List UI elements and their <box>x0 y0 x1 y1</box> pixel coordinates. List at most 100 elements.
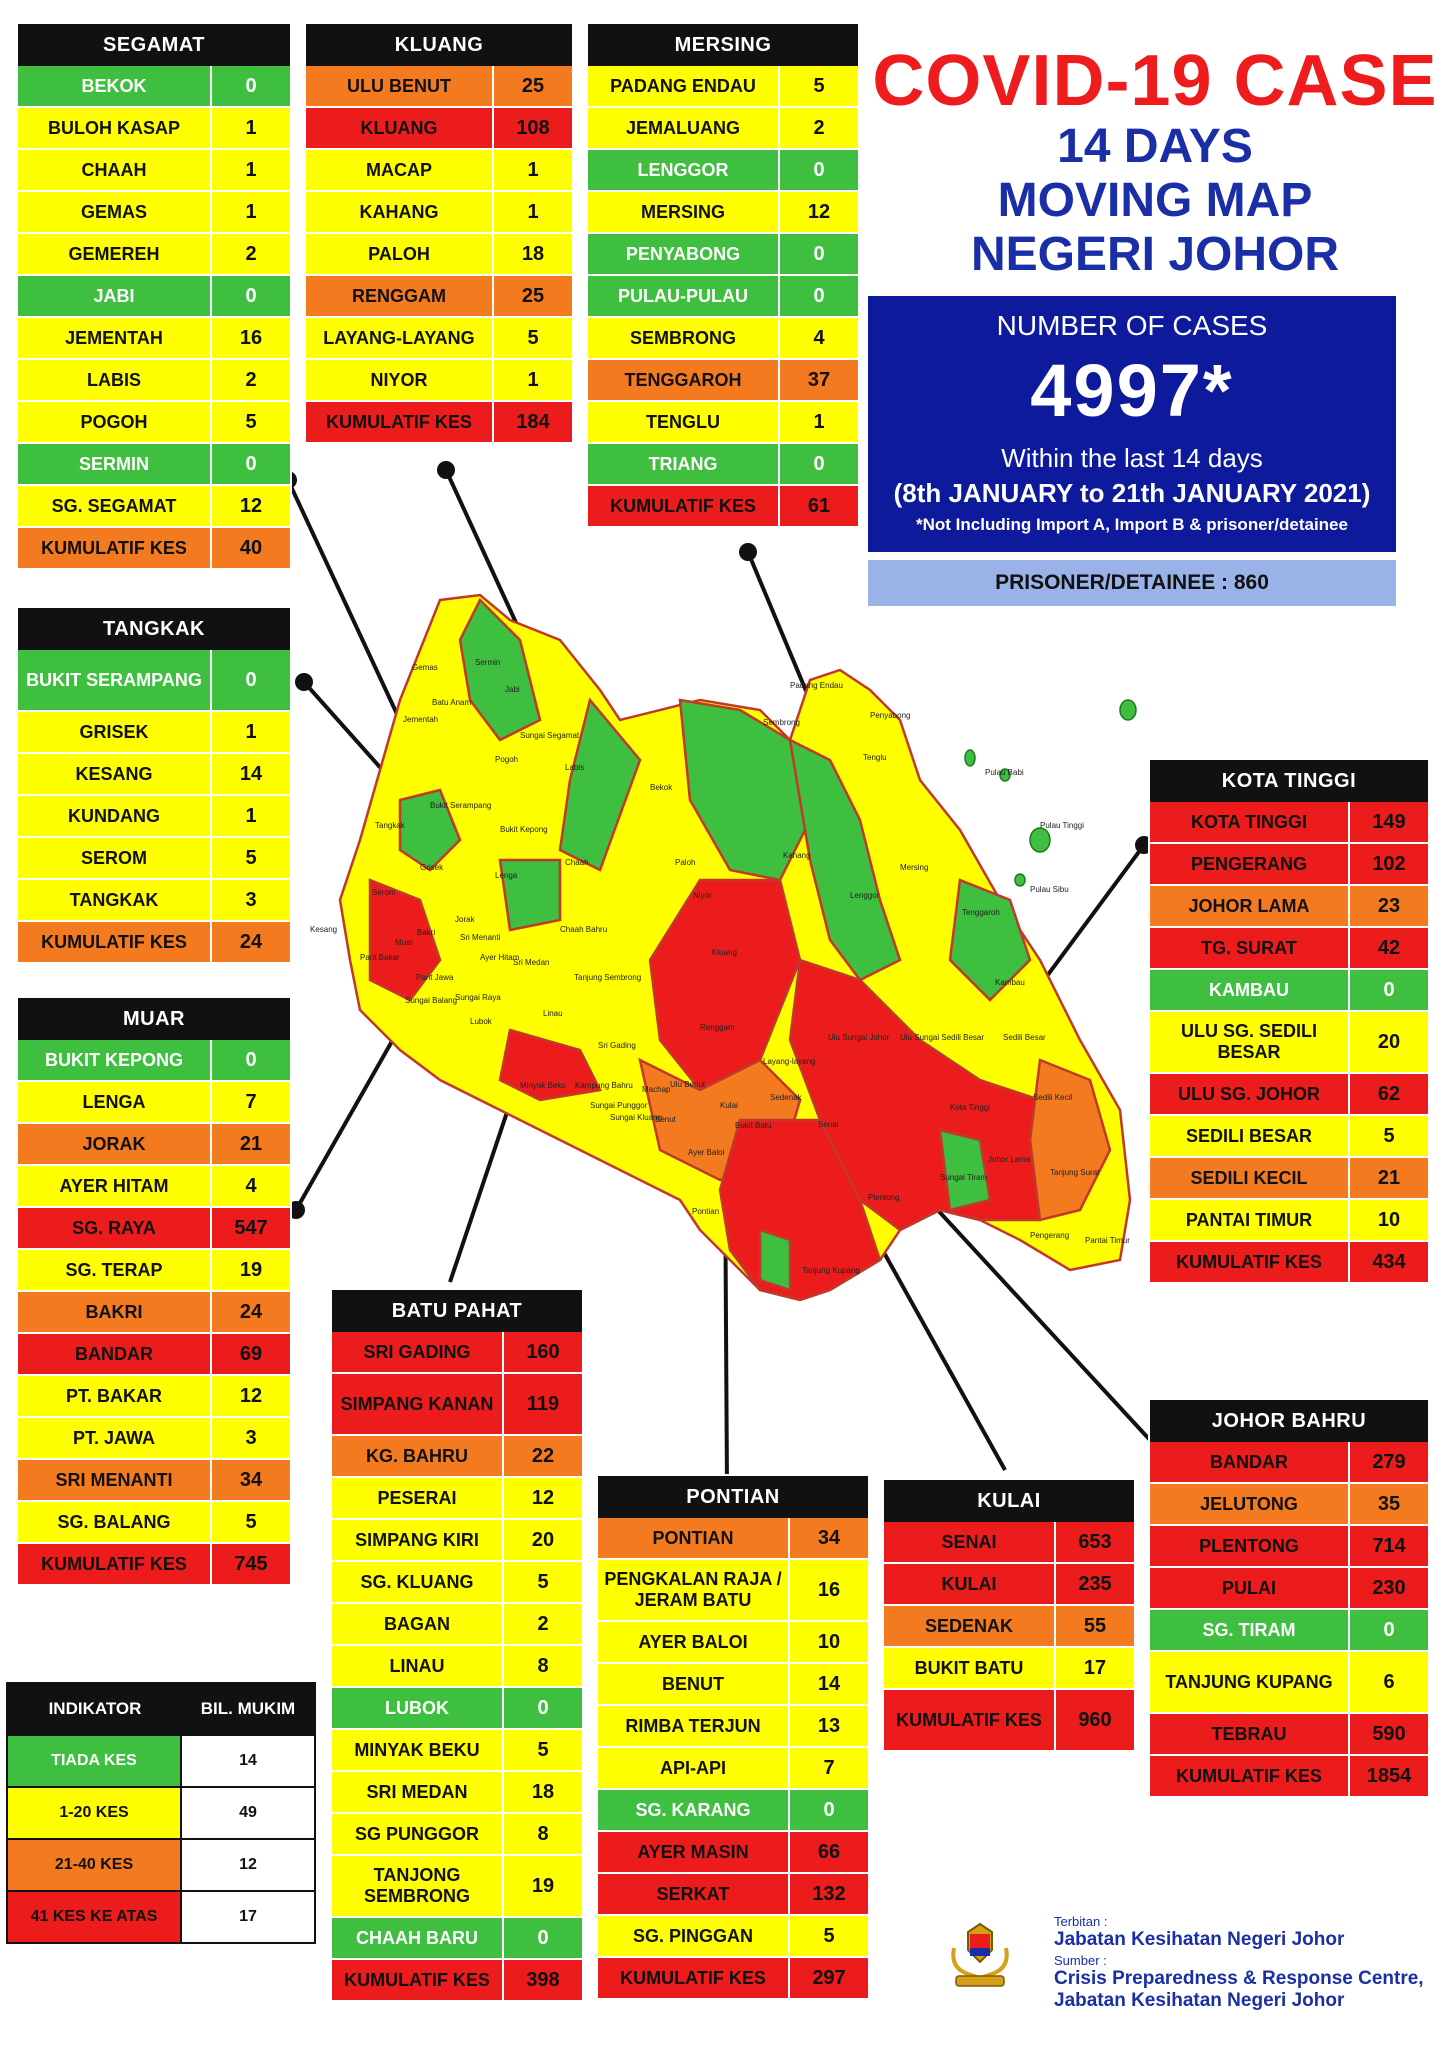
mukim-row: SEDILI BESAR 5 <box>1150 1116 1428 1158</box>
mukim-cases: 5 <box>537 1738 549 1761</box>
mukim-cases: 37 <box>807 368 831 391</box>
mukim-name: PULAU-PULAU <box>588 276 780 316</box>
mukim-name: MINYAK BEKU <box>332 1730 504 1770</box>
mukim-name: ULU SG. JOHOR <box>1150 1074 1350 1114</box>
mukim-cases: 18 <box>521 242 545 265</box>
mukim-name: JABI <box>18 276 212 316</box>
mukim-name: PT. BAKAR <box>18 1376 212 1416</box>
mukim-cases: 0 <box>813 284 825 307</box>
legend-row: TIADA KES 14 <box>8 1734 314 1786</box>
mukim-cases: 8 <box>537 1654 549 1677</box>
mukim-cases: 24 <box>239 930 263 953</box>
map-label: Serom <box>372 888 396 897</box>
mukim-row: AYER MASIN 66 <box>598 1832 868 1874</box>
mukim-name: MERSING <box>588 192 780 232</box>
mukim-cases: 0 <box>245 668 257 691</box>
mukim-name: BANDAR <box>18 1334 212 1374</box>
mukim-row: SG. BALANG 5 <box>18 1502 290 1544</box>
mukim-cases: 0 <box>823 1798 835 1821</box>
map-label: Benut <box>655 1115 677 1124</box>
mukim-name: SG. PINGGAN <box>598 1916 790 1956</box>
district-panel-johor-bahru: JOHOR BAHRU BANDAR 279 JELUTONG 35 PLENTONG 71… <box>1148 1398 1430 1800</box>
legend-col-count: BIL. MUKIM <box>200 1699 296 1718</box>
mukim-name: KUMULATIF KES <box>1150 1756 1350 1796</box>
mukim-cases: 184 <box>516 410 550 433</box>
mukim-cases: 5 <box>245 1510 257 1533</box>
mukim-row: PENGKALAN RAJA / JERAM BATU 16 <box>598 1560 868 1622</box>
mukim-row: TANGKAK 3 <box>18 880 290 922</box>
mukim-row: KLUANG 108 <box>306 108 572 150</box>
map-label: Kulai <box>720 1101 738 1110</box>
mukim-name: SRI MEDAN <box>332 1772 504 1812</box>
map-label: Sermin <box>475 658 500 667</box>
mukim-name: SG. TIRAM <box>1150 1610 1350 1650</box>
mukim-name: PADANG ENDAU <box>588 66 780 106</box>
mukim-row: TANJONG SEMBRONG 19 <box>332 1856 582 1918</box>
terbitan-label: Terbitan : <box>1054 1914 1108 1929</box>
mukim-cases: 714 <box>1372 1534 1406 1557</box>
map-regions <box>338 593 1132 1302</box>
mukim-cases: 590 <box>1372 1722 1406 1745</box>
district-panel-batu-pahat: BATU PAHAT SRI GADING 160 SIMPANG KANAN 119 K… <box>330 1288 584 2004</box>
mukim-name: SEDILI BESAR <box>1150 1116 1350 1156</box>
mukim-name: MACAP <box>306 150 494 190</box>
mukim-row: LAYANG-LAYANG 5 <box>306 318 572 360</box>
mukim-row: SRI GADING 160 <box>332 1332 582 1374</box>
legend-header: INDIKATOR BIL. MUKIM <box>8 1684 314 1734</box>
map-label: Kampung Bahru <box>575 1081 633 1090</box>
mukim-name: KUMULATIF KES <box>18 1544 212 1584</box>
mukim-cases: 3 <box>245 888 257 911</box>
mukim-name: SG. TERAP <box>18 1250 212 1290</box>
map-label: Sungai Tiram <box>940 1173 987 1182</box>
district-title: KLUANG <box>306 24 572 66</box>
mukim-name: AYER MASIN <box>598 1832 790 1872</box>
mukim-name: PESERAI <box>332 1478 504 1518</box>
mukim-cases: 1 <box>245 200 257 223</box>
mukim-name: JOHOR LAMA <box>1150 886 1350 926</box>
mukim-cases: 5 <box>813 74 825 97</box>
mukim-cases: 69 <box>239 1342 263 1365</box>
map-label: Linau <box>543 1009 563 1018</box>
mukim-name: KAMBAU <box>1150 970 1350 1010</box>
map-label: Kambau <box>995 978 1025 987</box>
mukim-row: PONTIAN 34 <box>598 1518 868 1560</box>
cumulative-row: KUMULATIF KES 434 <box>1150 1242 1428 1284</box>
mukim-cases: 0 <box>813 158 825 181</box>
mukim-name: PT. JAWA <box>18 1418 212 1458</box>
mukim-name: API-API <box>598 1748 790 1788</box>
mukim-cases: 3 <box>245 1426 257 1449</box>
title-line-1: COVID-19 CASE <box>872 41 1438 121</box>
district-title: KOTA TINGGI <box>1150 760 1428 802</box>
cases-note: *Not Including Import A, Import B & pris… <box>916 515 1348 534</box>
mukim-row: PULAI 230 <box>1150 1568 1428 1610</box>
mukim-row: ULU BENUT 25 <box>306 66 572 108</box>
mukim-name: KUMULATIF KES <box>18 922 212 962</box>
mukim-name: SRI MENANTI <box>18 1460 212 1500</box>
mukim-cases: 40 <box>239 536 263 559</box>
map-label: Sungai Raya <box>455 993 501 1002</box>
mukim-row: KOTA TINGGI 149 <box>1150 802 1428 844</box>
mukim-name: BAGAN <box>332 1604 504 1644</box>
district-panel-kota-tinggi: KOTA TINGGI KOTA TINGGI 149 PENGERANG 102 JOH… <box>1148 758 1430 1286</box>
mukim-row: LINAU 8 <box>332 1646 582 1688</box>
mukim-cases: 35 <box>1377 1492 1401 1515</box>
title-line-4: NEGERI JOHOR <box>970 228 1340 281</box>
prisoner-detainee-box: PRISONER/DETAINEE : 860 <box>868 560 1396 606</box>
mukim-name: KUNDANG <box>18 796 212 836</box>
mukim-name: PULAI <box>1150 1568 1350 1608</box>
mukim-name: PENGKALAN RAJA / JERAM BATU <box>598 1560 790 1620</box>
mukim-cases: 5 <box>245 846 257 869</box>
legend-table: INDIKATOR BIL. MUKIM TIADA KES 14 1-20 KES… <box>6 1682 316 1944</box>
mukim-name: RENGGAM <box>306 276 494 316</box>
mukim-row: LENGGOR 0 <box>588 150 858 192</box>
district-title: MUAR <box>18 998 290 1040</box>
mukim-cases: 0 <box>245 74 257 97</box>
legend-count: 49 <box>182 1788 314 1838</box>
title-line-2: 14 DAYS <box>1057 120 1253 173</box>
map-label: Pulau Tinggi <box>1040 821 1084 830</box>
mukim-row: LENGA 7 <box>18 1082 290 1124</box>
mukim-cases: 160 <box>526 1340 560 1363</box>
map-label: Parit Jawa <box>416 973 454 982</box>
mukim-row: GRISEK 1 <box>18 712 290 754</box>
mukim-row: API-API 7 <box>598 1748 868 1790</box>
